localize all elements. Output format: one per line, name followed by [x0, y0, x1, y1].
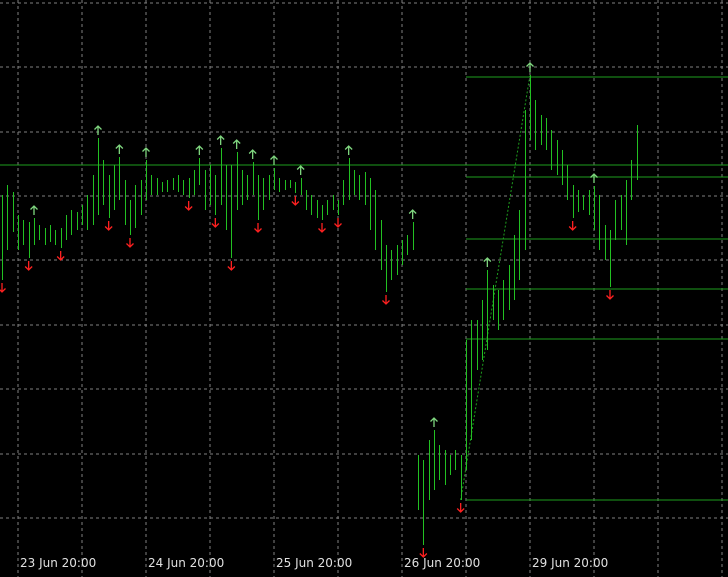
x-tick-label: 24 Jun 20:00 [148, 556, 224, 570]
down-arrow [606, 290, 614, 300]
down-arrow [291, 196, 300, 206]
up-arrow [430, 417, 438, 427]
up-arrow [270, 155, 278, 165]
down-arrow [184, 201, 193, 211]
down-arrow [24, 261, 33, 271]
up-arrow [232, 139, 241, 149]
x-tick-label: 29 Jun 20:00 [532, 556, 608, 570]
down-arrow [318, 223, 326, 233]
down-arrow [254, 223, 262, 233]
up-arrow [195, 145, 204, 155]
x-tick-label: 23 Jun 20:00 [20, 556, 96, 570]
up-arrow [115, 144, 124, 154]
down-arrow [126, 238, 134, 248]
up-arrow [483, 257, 492, 267]
x-tick-label: 26 Jun 20:00 [404, 556, 480, 570]
down-arrow [456, 503, 465, 513]
down-arrow [568, 221, 577, 231]
down-arrow [227, 261, 236, 271]
up-arrow [30, 205, 38, 215]
down-arrow [104, 221, 113, 231]
up-arrow [216, 135, 225, 145]
down-arrow [56, 251, 65, 261]
up-arrow [142, 147, 150, 157]
down-arrow [211, 218, 220, 228]
x-tick-label: 25 Jun 20:00 [276, 556, 352, 570]
up-arrow [590, 173, 598, 183]
down-arrow [334, 218, 342, 228]
up-arrow [94, 125, 102, 135]
down-arrow [382, 295, 390, 305]
down-arrow [419, 548, 428, 558]
up-arrow [344, 145, 353, 155]
down-arrow [0, 283, 6, 293]
up-arrow [296, 165, 305, 175]
up-arrow [248, 149, 257, 159]
up-arrow [408, 209, 417, 219]
up-arrow [526, 62, 534, 72]
